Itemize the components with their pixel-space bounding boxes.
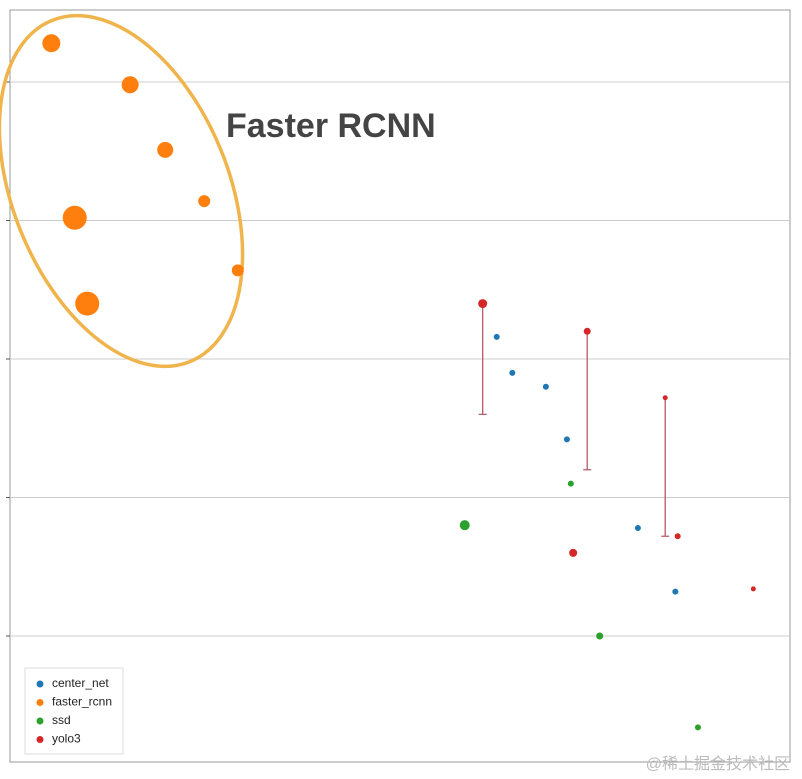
point (750, 586, 756, 592)
legend-label: faster_rcnn (52, 695, 112, 709)
point (596, 632, 604, 640)
point (42, 34, 61, 53)
point (198, 195, 211, 208)
point (493, 333, 500, 340)
point (542, 383, 549, 390)
error-bar (661, 397, 670, 537)
annotation: Faster RCNN (226, 107, 436, 145)
point (509, 369, 516, 376)
plot-frame (9, 9, 791, 763)
legend-swatch (36, 736, 44, 743)
point (567, 480, 574, 487)
error-bar (478, 303, 487, 416)
point (634, 524, 641, 531)
axis-ticks (6, 81, 10, 637)
point (459, 520, 470, 531)
point (563, 436, 570, 443)
highlight-ellipse (0, 13, 245, 369)
marks (42, 34, 756, 731)
point (231, 264, 244, 277)
point (121, 76, 139, 94)
legend-label: yolo3 (52, 732, 81, 746)
legend-swatch (36, 717, 44, 725)
watermark: @稀土掘金技术社区 (646, 755, 790, 773)
legend-swatch (36, 680, 44, 688)
legend-swatch (36, 699, 44, 706)
point (75, 291, 100, 316)
point (674, 533, 681, 540)
point (583, 327, 591, 335)
point (672, 588, 679, 595)
grid (10, 81, 790, 637)
point (694, 724, 701, 731)
legend-label: ssd (52, 713, 71, 727)
error-bar (583, 331, 592, 471)
legend-label: center_net (52, 676, 109, 690)
point (569, 548, 578, 557)
point (157, 141, 174, 158)
point (62, 205, 87, 230)
point (478, 299, 488, 309)
point (662, 395, 668, 401)
